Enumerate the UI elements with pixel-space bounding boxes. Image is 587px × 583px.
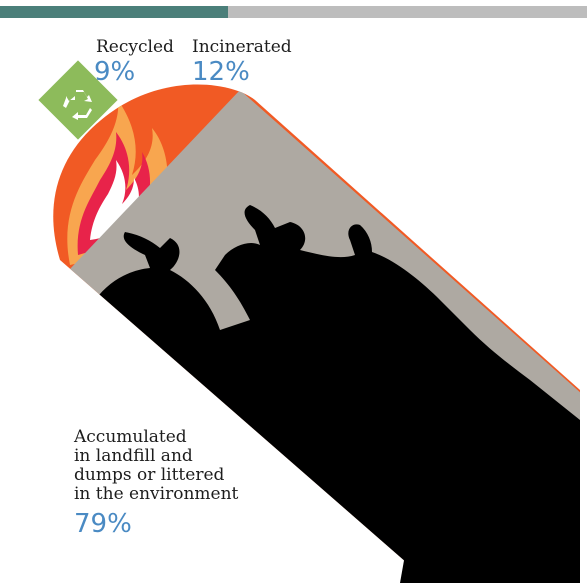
recycled-label: Recycled: [96, 37, 174, 57]
incinerated-label: Incinerated: [192, 37, 292, 57]
landfill-label-line: dumps or littered: [74, 465, 225, 485]
landfill-label-line: in the environment: [74, 484, 239, 504]
landfill-percent: 79%: [74, 509, 132, 539]
top-accent-bar: [0, 6, 228, 18]
landfill-lower-edge: [400, 420, 565, 583]
recycle-icon: [63, 90, 92, 120]
top-divider-bar: [228, 6, 587, 18]
recycled-percent: 9%: [94, 57, 136, 87]
incinerated-percent: 12%: [192, 57, 250, 87]
landfill-label-line: Accumulated: [74, 427, 187, 447]
landfill-label-line: in landfill and: [74, 446, 193, 466]
recycled-marker: [38, 60, 118, 140]
landfill-label: Accumulated in landfill and dumps or lit…: [74, 428, 264, 504]
